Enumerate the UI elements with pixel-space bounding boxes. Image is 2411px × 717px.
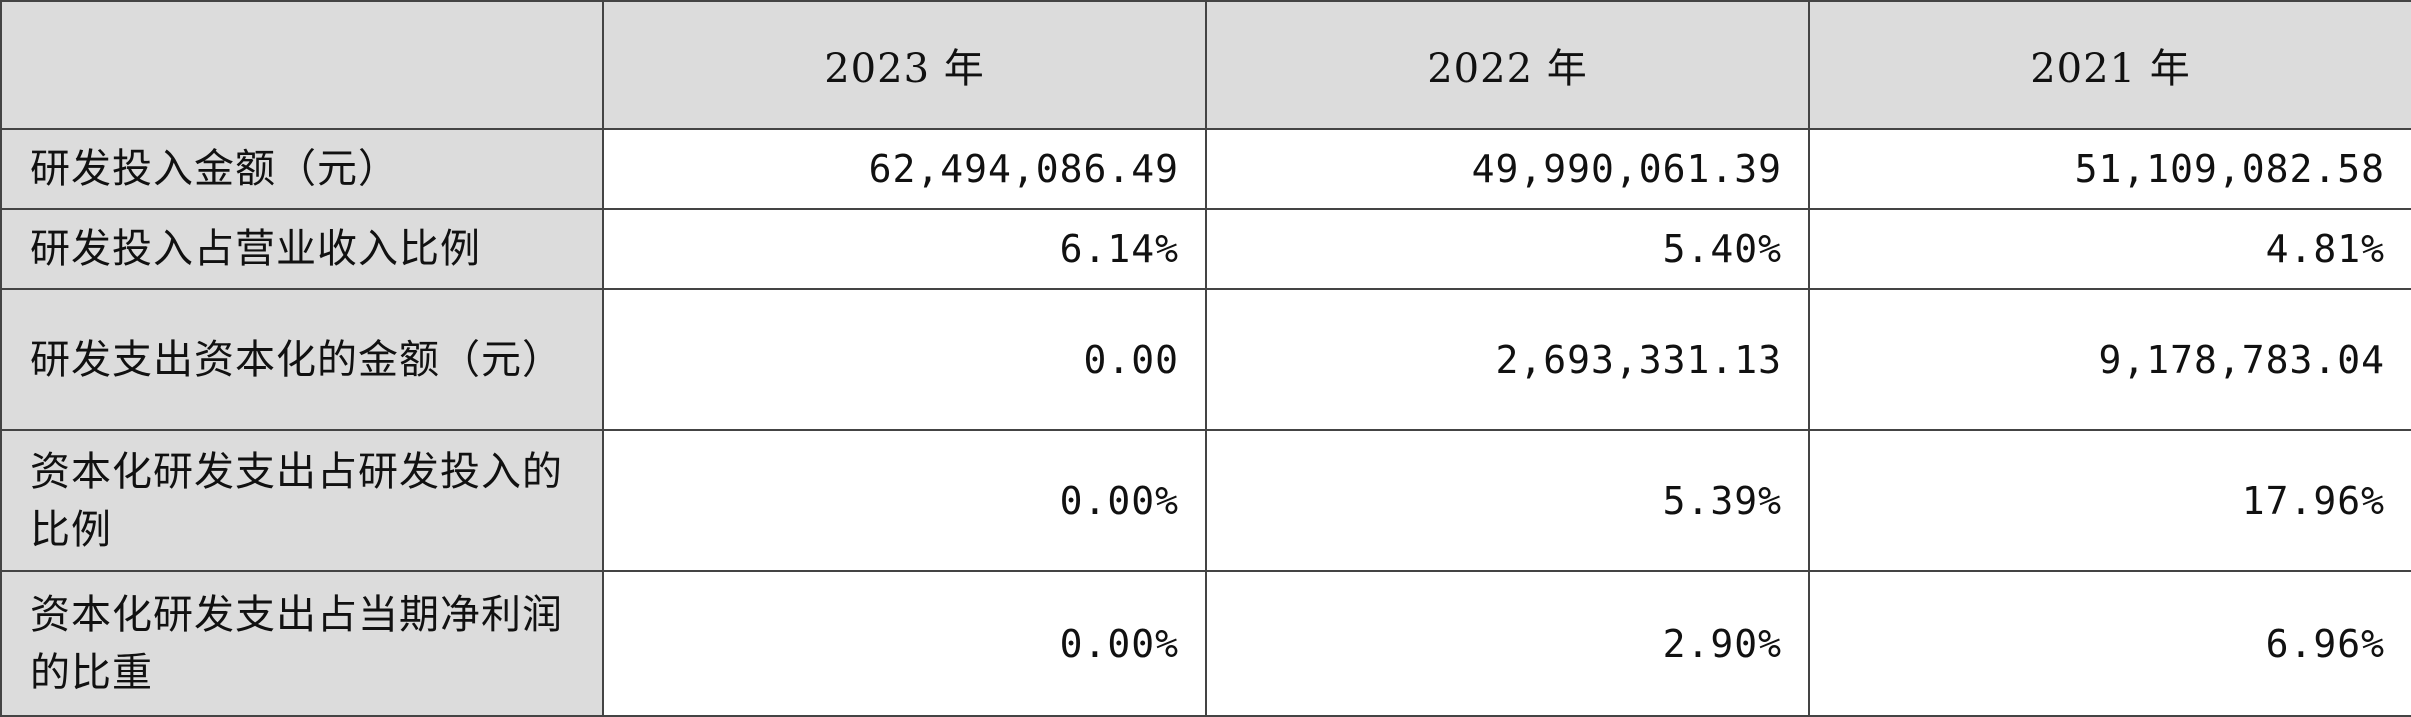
row-label-capitalized-share-of-net-profit: 资本化研发支出占当期净利润的比重 xyxy=(0,570,604,717)
value-cell-2023: 0.00 xyxy=(602,288,1207,431)
value-cell-2023: 0.00% xyxy=(602,429,1207,572)
table-row: 研发投入金额（元） 62,494,086.49 49,990,061.39 51… xyxy=(0,128,2411,210)
header-year-2021: 2021 年 xyxy=(1808,0,2411,130)
header-corner-cell xyxy=(0,0,604,130)
row-label-rd-investment-amount: 研发投入金额（元） xyxy=(0,128,604,210)
table-row: 资本化研发支出占研发投入的比例 0.00% 5.39% 17.96% xyxy=(0,429,2411,572)
value-cell-2021: 4.81% xyxy=(1808,208,2411,290)
table-row: 研发投入占营业收入比例 6.14% 5.40% 4.81% xyxy=(0,208,2411,290)
row-label-capitalized-amount: 研发支出资本化的金额（元） xyxy=(0,288,604,431)
value-cell-2021: 6.96% xyxy=(1808,570,2411,717)
value-cell-2021: 17.96% xyxy=(1808,429,2411,572)
header-year-2022: 2022 年 xyxy=(1205,0,1810,130)
header-year-2023: 2023 年 xyxy=(602,0,1207,130)
value-cell-2021: 51,109,082.58 xyxy=(1808,128,2411,210)
value-cell-2023: 62,494,086.49 xyxy=(602,128,1207,210)
value-cell-2022: 2.90% xyxy=(1205,570,1810,717)
value-cell-2022: 5.39% xyxy=(1205,429,1810,572)
table-row: 资本化研发支出占当期净利润的比重 0.00% 2.90% 6.96% xyxy=(0,570,2411,717)
value-cell-2022: 5.40% xyxy=(1205,208,1810,290)
row-label-rd-revenue-ratio: 研发投入占营业收入比例 xyxy=(0,208,604,290)
value-cell-2021: 9,178,783.04 xyxy=(1808,288,2411,431)
value-cell-2023: 6.14% xyxy=(602,208,1207,290)
value-cell-2023: 0.00% xyxy=(602,570,1207,717)
table-row: 研发支出资本化的金额（元） 0.00 2,693,331.13 9,178,78… xyxy=(0,288,2411,431)
value-cell-2022: 2,693,331.13 xyxy=(1205,288,1810,431)
table-header-row: 2023 年 2022 年 2021 年 xyxy=(0,0,2411,130)
row-label-capitalized-share-of-rd: 资本化研发支出占研发投入的比例 xyxy=(0,429,604,572)
value-cell-2022: 49,990,061.39 xyxy=(1205,128,1810,210)
